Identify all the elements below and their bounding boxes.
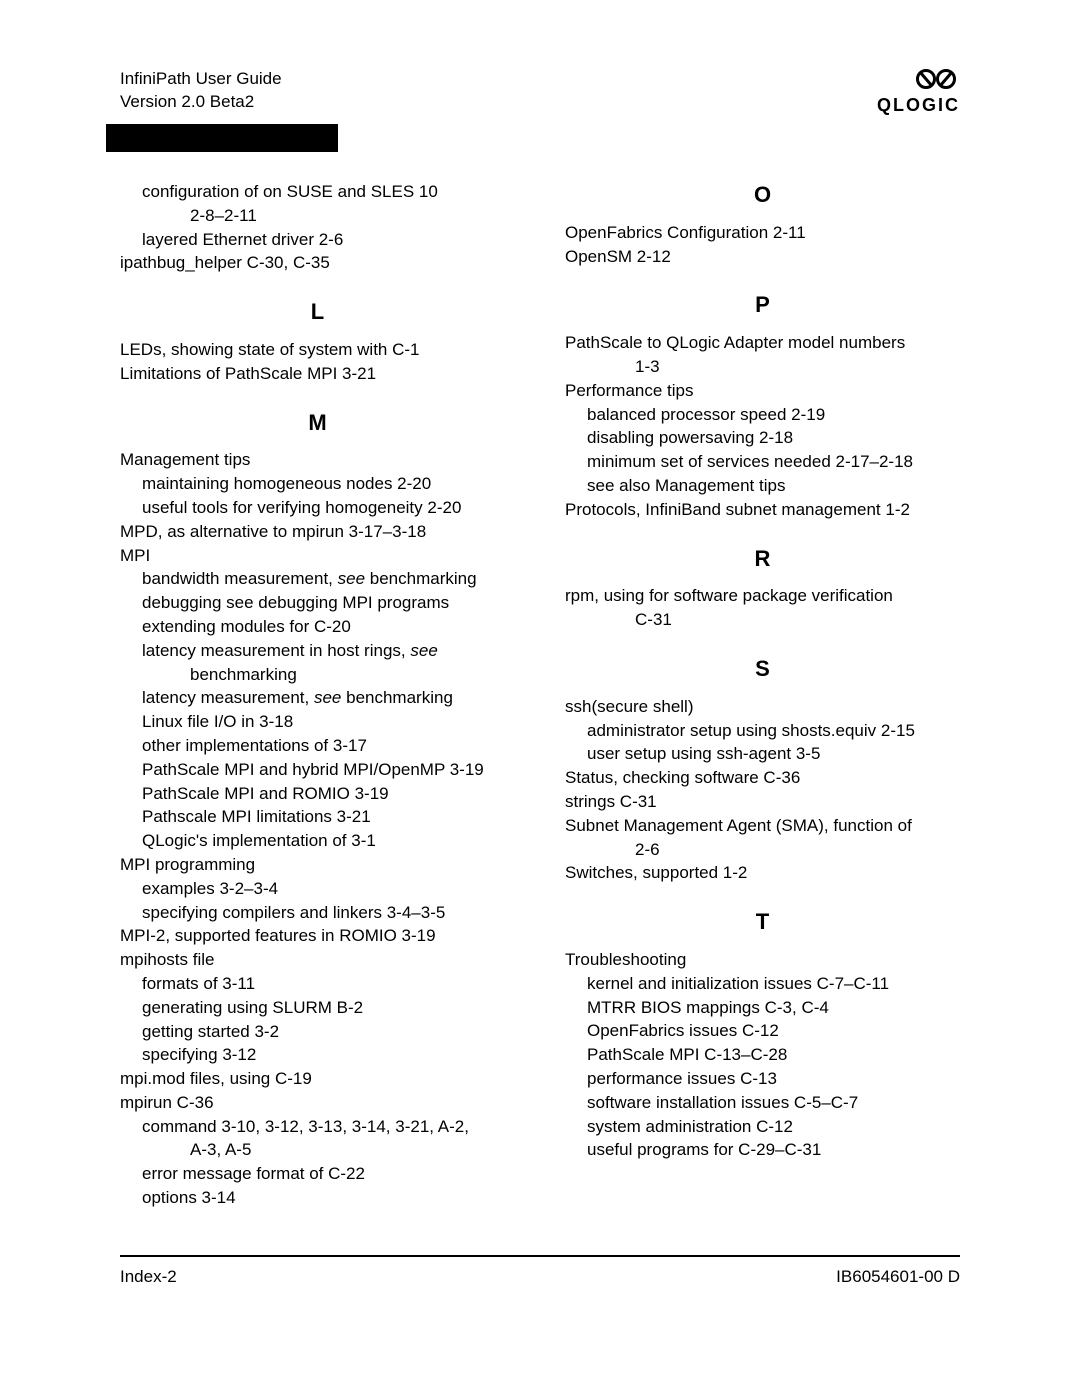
- index-entry: Status, checking software C-36: [565, 766, 960, 790]
- index-entry: mpi.mod files, using C-19: [120, 1067, 515, 1091]
- index-entry: mpihosts file: [120, 948, 515, 972]
- index-entry: MPI programming: [120, 853, 515, 877]
- index-subentry: other implementations of 3-17: [120, 734, 515, 758]
- section-heading-s: S: [565, 654, 960, 685]
- index-entry: ipathbug_helper C-30, C-35: [120, 251, 515, 275]
- index-entry: OpenFabrics Configuration 2-11: [565, 221, 960, 245]
- logo: QLOGIC: [877, 68, 960, 116]
- index-subentry: command 3-10, 3-12, 3-13, 3-14, 3-21, A-…: [120, 1115, 515, 1139]
- index-subentry: software installation issues C-5–C-7: [565, 1091, 960, 1115]
- text-part: latency measurement in host rings,: [142, 641, 410, 660]
- left-column: configuration of on SUSE and SLES 10 2-8…: [120, 180, 515, 1210]
- doc-title: InfiniPath User Guide: [120, 68, 282, 91]
- index-entry: Management tips: [120, 448, 515, 472]
- index-entry: Limitations of PathScale MPI 3-21: [120, 362, 515, 386]
- index-entry: Subnet Management Agent (SMA), function …: [565, 814, 960, 838]
- index-subentry: minimum set of services needed 2-17–2-18: [565, 450, 960, 474]
- see-ref: see: [410, 641, 437, 660]
- text-part: benchmarking: [365, 569, 477, 588]
- index-columns: configuration of on SUSE and SLES 10 2-8…: [120, 180, 960, 1210]
- index-subentry: specifying compilers and linkers 3-4–3-5: [120, 901, 515, 925]
- index-entry: OpenSM 2-12: [565, 245, 960, 269]
- index-subentry: latency measurement in host rings, see: [120, 639, 515, 663]
- text-part: benchmarking: [341, 688, 453, 707]
- black-bar: [106, 124, 338, 152]
- index-entry: Troubleshooting: [565, 948, 960, 972]
- index-entry: configuration of on SUSE and SLES 10: [120, 180, 515, 204]
- section-heading-o: O: [565, 180, 960, 211]
- index-entry: strings C-31: [565, 790, 960, 814]
- index-entry: layered Ethernet driver 2-6: [120, 228, 515, 252]
- index-subentry: Linux file I/O in 3-18: [120, 710, 515, 734]
- index-subentry: options 3-14: [120, 1186, 515, 1210]
- index-subentry: generating using SLURM B-2: [120, 996, 515, 1020]
- index-subentry: PathScale MPI and hybrid MPI/OpenMP 3-19: [120, 758, 515, 782]
- index-subentry: kernel and initialization issues C-7–C-1…: [565, 972, 960, 996]
- index-entry: MPI: [120, 544, 515, 568]
- index-entry: Performance tips: [565, 379, 960, 403]
- section-heading-r: R: [565, 544, 960, 575]
- index-subentry: maintaining homogeneous nodes 2-20: [120, 472, 515, 496]
- section-heading-t: T: [565, 907, 960, 938]
- index-page-ref: 1-3: [565, 355, 960, 379]
- index-subentry: administrator setup using shosts.equiv 2…: [565, 719, 960, 743]
- section-heading-l: L: [120, 297, 515, 328]
- index-subentry: extending modules for C-20: [120, 615, 515, 639]
- index-entry: MPI-2, supported features in ROMIO 3-19: [120, 924, 515, 948]
- index-subentry: debugging see debugging MPI programs: [120, 591, 515, 615]
- text-part: bandwidth measurement,: [142, 569, 338, 588]
- index-subentry: formats of 3-11: [120, 972, 515, 996]
- index-subentry: MTRR BIOS mappings C-3, C-4: [565, 996, 960, 1020]
- right-column: O OpenFabrics Configuration 2-11 OpenSM …: [565, 180, 960, 1210]
- index-entry: Protocols, InfiniBand subnet management …: [565, 498, 960, 522]
- index-entry: Switches, supported 1-2: [565, 861, 960, 885]
- index-subentry: system administration C-12: [565, 1115, 960, 1139]
- index-subentry: latency measurement, see benchmarking: [120, 686, 515, 710]
- page-footer: Index-2 IB6054601-00 D: [120, 1255, 960, 1287]
- index-subentry: disabling powersaving 2-18: [565, 426, 960, 450]
- index-subentry: Pathscale MPI limitations 3-21: [120, 805, 515, 829]
- index-subentry: error message format of C-22: [120, 1162, 515, 1186]
- see-ref: see: [338, 569, 365, 588]
- page-header: InfiniPath User Guide Version 2.0 Beta2 …: [120, 68, 960, 116]
- index-subentry: see also Management tips: [565, 474, 960, 498]
- page: InfiniPath User Guide Version 2.0 Beta2 …: [0, 0, 1080, 1397]
- index-entry: MPD, as alternative to mpirun 3-17–3-18: [120, 520, 515, 544]
- index-entry: ssh(secure shell): [565, 695, 960, 719]
- index-entry: mpirun C-36: [120, 1091, 515, 1115]
- index-page-ref: benchmarking: [120, 663, 515, 687]
- index-subentry: useful programs for C-29–C-31: [565, 1138, 960, 1162]
- doc-version: Version 2.0 Beta2: [120, 91, 282, 114]
- index-subentry: specifying 3-12: [120, 1043, 515, 1067]
- index-subentry: OpenFabrics issues C-12: [565, 1019, 960, 1043]
- see-ref: see: [314, 688, 341, 707]
- index-subentry: PathScale MPI C-13–C-28: [565, 1043, 960, 1067]
- index-subentry: getting started 3-2: [120, 1020, 515, 1044]
- index-page-ref: C-31: [565, 608, 960, 632]
- index-page-ref: 2-8–2-11: [120, 204, 515, 228]
- index-subentry: PathScale MPI and ROMIO 3-19: [120, 782, 515, 806]
- qlogic-logo-icon: [912, 68, 960, 95]
- index-subentry: bandwidth measurement, see benchmarking: [120, 567, 515, 591]
- index-subentry: balanced processor speed 2-19: [565, 403, 960, 427]
- index-page-ref: 2-6: [565, 838, 960, 862]
- footer-page-number: Index-2: [120, 1267, 177, 1287]
- logo-text: QLOGIC: [877, 95, 960, 116]
- index-subentry: performance issues C-13: [565, 1067, 960, 1091]
- index-entry: rpm, using for software package verifica…: [565, 584, 960, 608]
- index-entry: PathScale to QLogic Adapter model number…: [565, 331, 960, 355]
- index-entry: LEDs, showing state of system with C-1: [120, 338, 515, 362]
- index-subentry: QLogic's implementation of 3-1: [120, 829, 515, 853]
- section-heading-m: M: [120, 408, 515, 439]
- index-subentry: user setup using ssh-agent 3-5: [565, 742, 960, 766]
- text-part: latency measurement,: [142, 688, 314, 707]
- index-page-ref: A-3, A-5: [120, 1138, 515, 1162]
- header-title-block: InfiniPath User Guide Version 2.0 Beta2: [120, 68, 282, 114]
- index-subentry: examples 3-2–3-4: [120, 877, 515, 901]
- footer-doc-number: IB6054601-00 D: [836, 1267, 960, 1287]
- section-heading-p: P: [565, 290, 960, 321]
- index-subentry: useful tools for verifying homogeneity 2…: [120, 496, 515, 520]
